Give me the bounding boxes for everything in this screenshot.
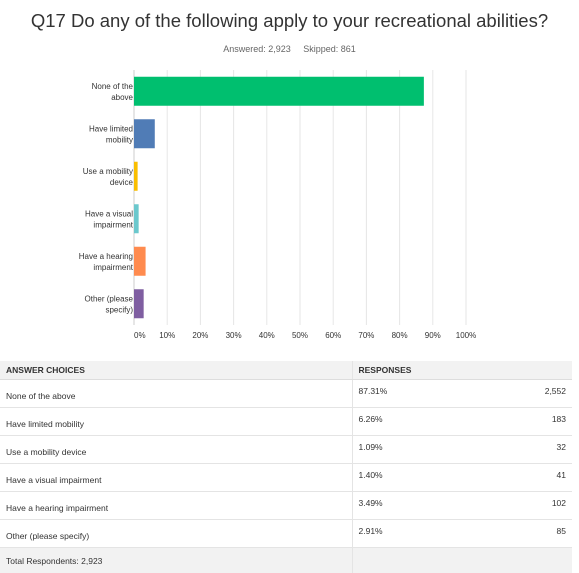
answer-choice-cell: None of the above [0, 380, 352, 408]
total-respondents: Total Respondents: 2,923 [0, 548, 352, 573]
x-tick-label: 10% [159, 331, 175, 340]
response-percent-cell: 1.40% [352, 464, 507, 492]
category-label: impairment [93, 220, 133, 229]
x-tick-label: 100% [456, 331, 476, 340]
bar[interactable] [134, 119, 155, 148]
table-header-row: ANSWER CHOICES RESPONSES [0, 361, 572, 380]
x-tick-label: 30% [226, 331, 242, 340]
category-label: Have a hearing [79, 252, 133, 261]
responses-header: RESPONSES [352, 361, 572, 380]
x-tick-label: 50% [292, 331, 308, 340]
x-tick-label: 60% [325, 331, 341, 340]
response-percent-cell: 87.31% [352, 380, 507, 408]
chart-bars [134, 77, 424, 319]
bar[interactable] [134, 289, 144, 318]
category-label: Have limited [89, 124, 133, 133]
tick-labels: 0% 10% 20% 30% 40% 50% 60% 70% 80% 90% 100% [134, 331, 476, 340]
table-row: Other (please specify)2.91%85 [0, 520, 572, 548]
x-tick-label: 80% [392, 331, 408, 340]
response-count-cell: 41 [507, 464, 572, 492]
category-label: specify) [105, 305, 133, 314]
answer-choice-cell: Have limited mobility [0, 408, 352, 436]
category-labels: None of the above Have limited mobility Use … [79, 82, 134, 315]
category-label: Have a visual [85, 209, 133, 218]
bar[interactable] [134, 204, 139, 233]
bar[interactable] [134, 77, 424, 106]
category-label: Use a mobility [83, 167, 133, 176]
bar-chart: None of the above Have limited mobility Use … [0, 0, 579, 360]
response-count-cell: 2,552 [507, 380, 572, 408]
category-label: Other (please [85, 294, 134, 303]
response-count-cell: 32 [507, 436, 572, 464]
response-percent-cell: 2.91% [352, 520, 507, 548]
category-label: above [111, 93, 133, 102]
answer-choice-cell: Have a visual impairment [0, 464, 352, 492]
bar[interactable] [134, 247, 146, 276]
response-count-cell: 183 [507, 408, 572, 436]
chart-grid [167, 70, 466, 325]
x-tick-label: 20% [192, 331, 208, 340]
response-percent-cell: 3.49% [352, 492, 507, 520]
category-label: device [110, 178, 134, 187]
response-percent-cell: 6.26% [352, 408, 507, 436]
x-tick-label: 0% [134, 331, 146, 340]
bar[interactable] [134, 162, 138, 191]
responses-table: ANSWER CHOICES RESPONSES None of the abo… [0, 361, 572, 573]
category-label: mobility [106, 135, 133, 144]
response-count-cell: 85 [507, 520, 572, 548]
x-tick-label: 70% [358, 331, 374, 340]
x-tick-label: 90% [425, 331, 441, 340]
answer-choice-cell: Have a hearing impairment [0, 492, 352, 520]
x-tick-label: 40% [259, 331, 275, 340]
category-label: None of the [92, 82, 134, 91]
total-row: Total Respondents: 2,923 [0, 548, 572, 573]
answer-choice-cell: Other (please specify) [0, 520, 352, 548]
answer-choices-header: ANSWER CHOICES [0, 361, 352, 380]
response-percent-cell: 1.09% [352, 436, 507, 464]
answer-choice-cell: Use a mobility device [0, 436, 352, 464]
response-count-cell: 102 [507, 492, 572, 520]
category-label: impairment [93, 263, 133, 272]
